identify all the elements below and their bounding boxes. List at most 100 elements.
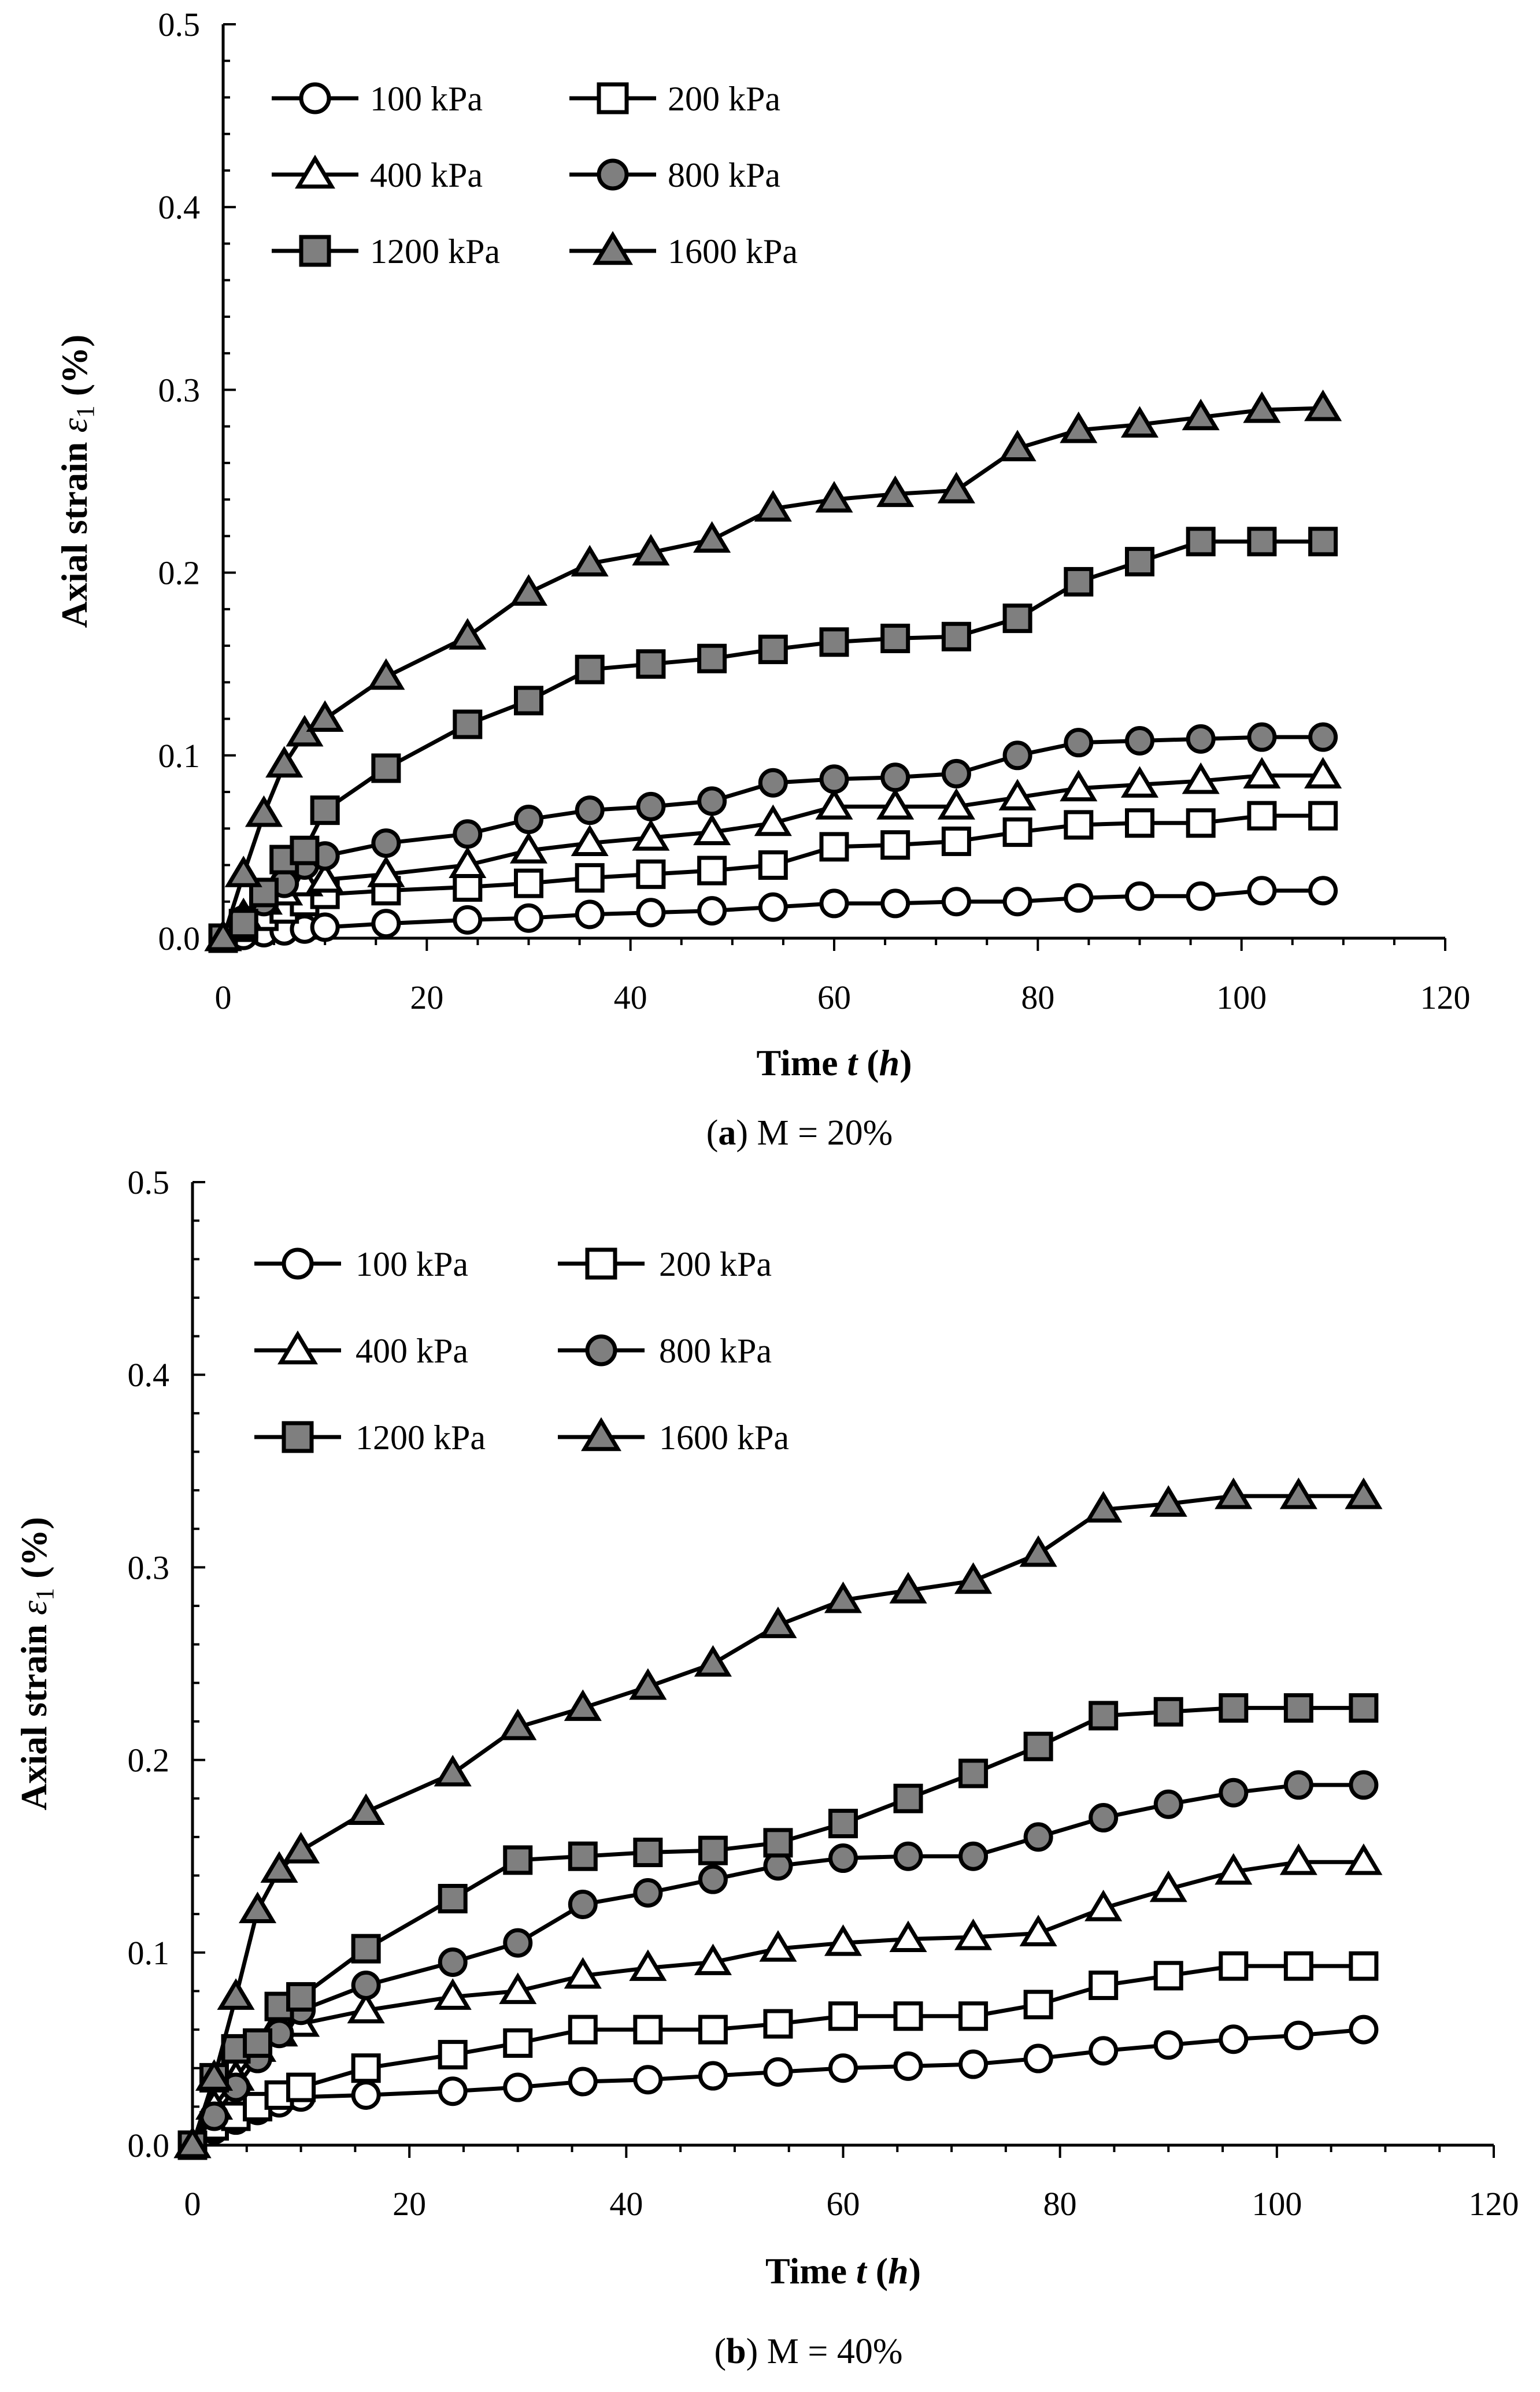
figure-caption: (b) M = 40%	[714, 2332, 902, 2371]
data-point	[1153, 1961, 1183, 1991]
data-point	[880, 888, 910, 919]
data-point	[1002, 887, 1032, 917]
data-point	[1304, 757, 1342, 789]
legend-marker-triangle	[581, 1417, 621, 1452]
data-point	[1308, 876, 1338, 906]
data-point	[954, 1919, 993, 1950]
data-point	[1308, 527, 1338, 557]
y-tick-label: 0.5	[158, 6, 201, 43]
data-point	[434, 1978, 472, 2010]
data-point	[1084, 1491, 1123, 1523]
data-point	[195, 2059, 234, 2091]
legend-item: 1600 kPa	[558, 1417, 789, 1457]
data-point	[217, 1978, 255, 2010]
data-point	[499, 1708, 537, 1741]
data-point	[564, 1689, 602, 1721]
data-point	[819, 764, 849, 794]
data-point	[509, 832, 548, 864]
data-point	[503, 2072, 533, 2102]
data-point	[758, 892, 788, 922]
data-point	[633, 2065, 663, 2095]
data-point	[941, 887, 971, 917]
data-point	[1243, 391, 1281, 423]
data-point	[633, 1838, 663, 1868]
data-point	[893, 1783, 923, 1813]
data-point	[1186, 527, 1216, 557]
legend-marker-triangle	[593, 231, 633, 265]
data-point	[1186, 808, 1216, 838]
y-tick-label: 0.5	[128, 1164, 170, 1201]
legend-marker-circle	[585, 1334, 617, 1367]
y-tick-label: 0.3	[158, 371, 201, 409]
data-point	[893, 2051, 923, 2081]
data-point	[290, 835, 320, 865]
data-point	[698, 1835, 728, 1865]
data-point	[828, 2001, 858, 2031]
data-point	[697, 896, 727, 926]
data-point	[1125, 881, 1154, 911]
y-tick-label: 0.1	[158, 737, 201, 775]
x-tick-label: 20	[410, 979, 443, 1016]
data-point	[1215, 1853, 1253, 1885]
data-point	[937, 788, 975, 820]
data-point	[1002, 603, 1032, 634]
data-point	[509, 574, 548, 606]
data-point	[633, 1878, 663, 1908]
data-point	[568, 1890, 598, 1919]
data-point	[958, 2001, 989, 2031]
data-point	[693, 813, 731, 846]
data-point	[1182, 398, 1220, 431]
data-point	[1089, 1803, 1119, 1833]
series-400-kpa	[173, 1843, 1383, 2158]
series-1600-kpa	[173, 1477, 1383, 2158]
legend-item: 400 kPa	[254, 1330, 468, 1370]
legend-item: 100 kPa	[254, 1245, 468, 1283]
data-point	[503, 1928, 533, 1958]
x-tick-label: 80	[1021, 979, 1054, 1016]
data-point	[636, 649, 666, 679]
data-point	[629, 1668, 667, 1700]
x-tick-label: 0	[184, 2185, 201, 2223]
data-point	[1283, 2020, 1313, 2050]
y-tick-label: 0.2	[128, 1742, 170, 1779]
data-point	[632, 534, 670, 566]
data-point	[937, 472, 975, 503]
legend-label: 1600 kPa	[659, 1419, 789, 1457]
series-line	[221, 406, 1323, 939]
y-tick-label: 0.0	[128, 2127, 170, 2164]
data-point	[1186, 724, 1216, 754]
data-point	[1247, 527, 1277, 557]
data-point	[310, 912, 340, 942]
data-point	[173, 2126, 212, 2158]
data-point	[306, 861, 344, 893]
data-point	[438, 2076, 468, 2106]
data-point	[245, 795, 283, 827]
y-axis-title: Axial strain ε1 (%)	[54, 335, 99, 628]
x-tick-label: 100	[1252, 2185, 1302, 2223]
data-point	[1308, 722, 1338, 752]
legend-label: 1600 kPa	[668, 232, 798, 271]
data-point	[636, 859, 666, 889]
data-point	[1219, 1778, 1249, 1808]
data-point	[1125, 726, 1154, 756]
data-point	[1019, 1535, 1057, 1567]
x-tick-label: 0	[215, 979, 232, 1016]
data-point	[228, 909, 258, 939]
series-1200-kpa	[208, 527, 1338, 953]
data-point	[568, 2067, 598, 2097]
data-point	[698, 2015, 728, 2045]
data-point	[564, 1957, 602, 1989]
data-point	[571, 545, 609, 577]
data-point	[758, 634, 788, 664]
y-tick-label: 0.4	[158, 188, 201, 226]
data-point	[998, 779, 1036, 811]
x-tick-label: 40	[614, 979, 647, 1016]
data-point	[286, 2072, 316, 2102]
data-point	[698, 2061, 728, 2091]
data-point	[1023, 1990, 1053, 2020]
legend: 100 kPa 200 kPa 400 kPa 800 kPa 1200 kPa 1600…	[272, 80, 798, 271]
legend-item: 1200 kPa	[254, 1419, 486, 1457]
data-point	[828, 1809, 858, 1839]
data-point	[1349, 1770, 1379, 1800]
legend-label: 100 kPa	[356, 1245, 468, 1283]
